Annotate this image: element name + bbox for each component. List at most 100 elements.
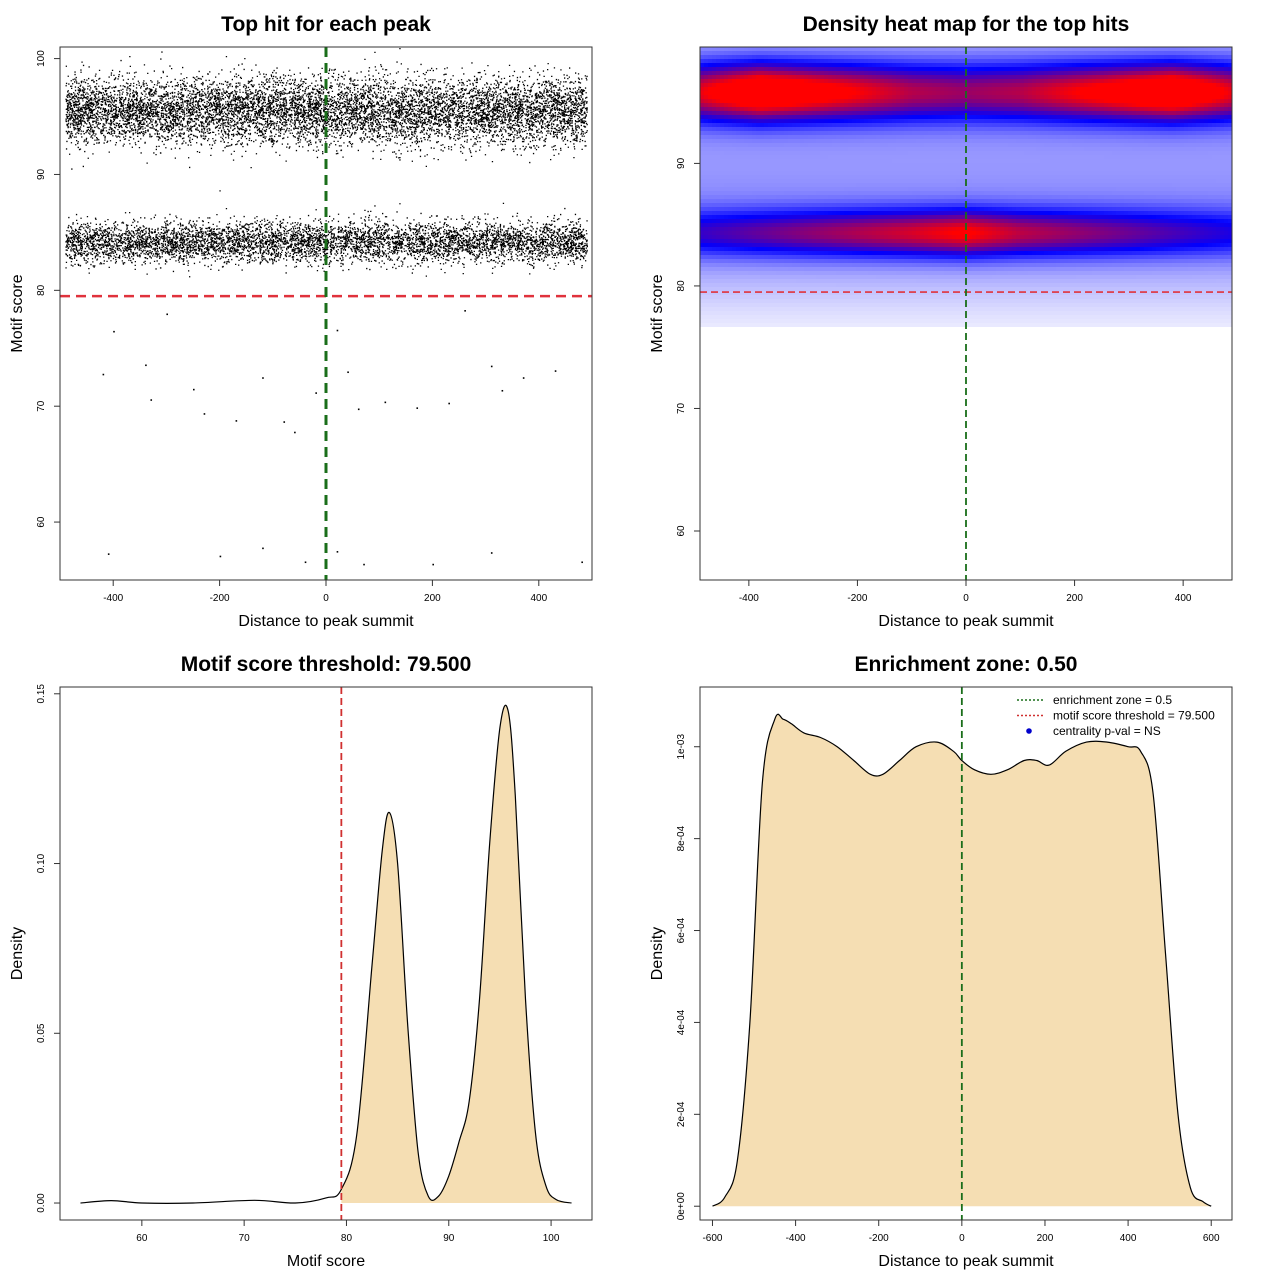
outlier-point: [464, 310, 466, 312]
panel-3: 60 70 80 90 100 0.00 0.05 0.10 0.15 Motif score t…: [9, 653, 593, 1270]
outlier-point: [315, 392, 317, 394]
point-cluster-1: [65, 48, 588, 192]
y-tick-label: 0.00: [36, 1193, 47, 1213]
density-line: [712, 713, 1212, 1207]
y-tick-label: 80: [676, 280, 687, 292]
x-tick-label: 200: [1066, 593, 1083, 604]
panel-2: -400 -200 0 200 400 60 70 80 90 Density heat map …: [649, 13, 1233, 630]
x-tick-label: 400: [1175, 593, 1192, 604]
x-tick-label: 90: [443, 1233, 455, 1244]
chart-title: Motif score threshold: 79.500: [181, 653, 472, 676]
y-tick-label: 70: [676, 402, 687, 414]
y-tick-label: 0.05: [36, 1023, 47, 1043]
y-tick-label: 60: [676, 525, 687, 537]
y-tick-label: 0.10: [36, 853, 47, 873]
legend-entry: enrichment zone = 0.5: [1053, 693, 1172, 707]
density-fill: [341, 705, 572, 1203]
outlier-point: [490, 552, 493, 554]
outlier-point: [294, 431, 296, 434]
outlier-point: [448, 402, 450, 405]
heatmap-cells: [700, 47, 1232, 327]
panel-4: -600 -400 -200 0 200 400 600 0e+00 2e-04 4e-04 6e-…: [649, 653, 1233, 1270]
chart-title: Enrichment zone: 0.50: [855, 653, 1078, 676]
y-tick-label: 4e-04: [676, 1009, 687, 1035]
x-axis-label: Distance to peak summit: [878, 613, 1054, 630]
outlier-point: [193, 388, 195, 391]
y-tick-label: 6e-04: [676, 917, 687, 943]
x-tick-label: 200: [424, 593, 441, 604]
y-tick-label: 90: [676, 157, 687, 169]
outlier-point: [336, 551, 339, 553]
y-tick-label: 90: [36, 168, 47, 180]
y-axis-label: Density: [9, 927, 26, 980]
outlier-point: [501, 389, 504, 392]
plot-frame: [59, 686, 593, 1221]
outlier-point: [522, 377, 525, 379]
plot-area: [712, 687, 1212, 1220]
x-axis-label: Distance to peak summit: [238, 613, 414, 630]
y-tick-label: 60: [36, 516, 47, 528]
legend-entry: motif score threshold = 79.500: [1053, 709, 1215, 723]
y-tick-label: 8e-04: [676, 825, 687, 851]
x-tick-label: 80: [341, 1233, 353, 1244]
legend-entry: centrality p-val = NS: [1053, 724, 1161, 738]
plot-frame: [699, 686, 1233, 1221]
outlier-point: [581, 561, 583, 564]
outlier-point: [113, 330, 115, 333]
chart-title: Top hit for each peak: [221, 13, 431, 36]
x-tick-label: -200: [210, 593, 230, 604]
x-tick-label: -400: [786, 1233, 806, 1244]
x-tick-label: -200: [869, 1233, 889, 1244]
outlier-point: [416, 407, 419, 409]
x-tick-label: 100: [543, 1233, 560, 1244]
outlier-point: [102, 373, 105, 376]
outlier-point: [304, 561, 307, 564]
y-axis-label: Density: [649, 927, 666, 980]
outlier-point: [107, 553, 110, 555]
y-tick-label: 0.15: [36, 684, 47, 704]
chart-title: Density heat map for the top hits: [803, 13, 1130, 36]
outlier-point: [490, 365, 493, 368]
y-tick-label: 1e-03: [676, 734, 687, 760]
plot-area: [80, 687, 572, 1220]
x-axis-label: Distance to peak summit: [878, 1253, 1054, 1270]
legend-marker: [1026, 728, 1032, 734]
outlier-point: [145, 364, 147, 367]
x-tick-label: 600: [1203, 1233, 1220, 1244]
outlier-point: [235, 420, 238, 422]
plot-area: [700, 47, 1232, 580]
x-tick-label: -600: [702, 1233, 722, 1244]
outlier-point: [283, 421, 286, 423]
x-tick-label: 400: [1120, 1233, 1137, 1244]
x-tick-label: 0: [959, 1233, 965, 1244]
plot-area: [60, 47, 592, 580]
outlier-point: [262, 547, 264, 550]
density-line: [80, 704, 572, 1204]
y-axis-label: Motif score: [649, 274, 666, 352]
outlier-point: [384, 401, 387, 404]
x-tick-label: 60: [136, 1233, 148, 1244]
x-tick-label: 200: [1037, 1233, 1054, 1244]
x-tick-label: -400: [103, 593, 123, 604]
x-tick-label: -200: [847, 593, 867, 604]
outlier-point: [262, 377, 264, 379]
y-tick-label: 80: [36, 284, 47, 296]
y-tick-label: 0e+00: [676, 1192, 687, 1221]
y-tick-label: 70: [36, 400, 47, 412]
x-tick-label: 0: [963, 593, 969, 604]
x-axis-label: Motif score: [287, 1253, 365, 1270]
density-fill: [712, 714, 1212, 1207]
y-axis-label: Motif score: [9, 274, 26, 352]
outlier-point: [432, 563, 434, 566]
outlier-point: [347, 371, 349, 374]
panel-1: -400 -200 0 200 400 60 70 80 90 100 Top hit for ea…: [9, 13, 593, 630]
x-tick-label: -400: [739, 593, 759, 604]
outlier-point: [336, 329, 339, 332]
x-tick-label: 0: [323, 593, 329, 604]
outlier-point: [150, 399, 153, 401]
outlier-point: [203, 413, 206, 415]
outlier-point: [357, 408, 360, 411]
outlier-point: [219, 555, 222, 558]
y-tick-label: 100: [36, 50, 47, 67]
